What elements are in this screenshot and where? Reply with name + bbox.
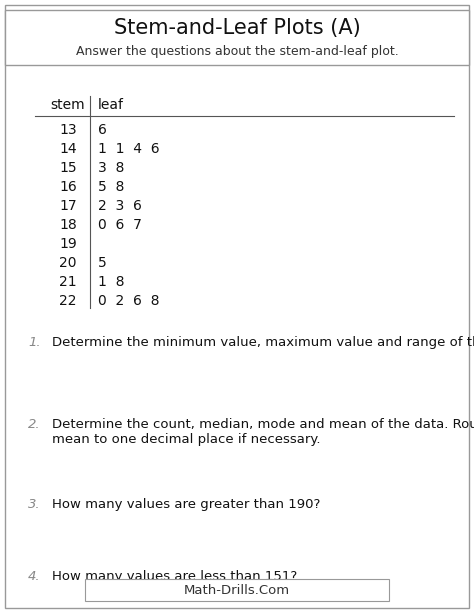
FancyBboxPatch shape	[85, 579, 389, 601]
Text: 16: 16	[59, 180, 77, 194]
Text: Determine the count, median, mode and mean of the data. Round the
mean to one de: Determine the count, median, mode and me…	[52, 419, 474, 446]
Text: Answer the questions about the stem-and-leaf plot.: Answer the questions about the stem-and-…	[76, 45, 398, 58]
Text: 3  8: 3 8	[98, 161, 124, 175]
Text: 4.: 4.	[28, 571, 41, 584]
Text: 5: 5	[98, 256, 107, 270]
Text: 6: 6	[98, 123, 107, 137]
Text: 0  6  7: 0 6 7	[98, 218, 142, 232]
Text: 21: 21	[59, 275, 77, 289]
Text: Determine the minimum value, maximum value and range of the data.: Determine the minimum value, maximum val…	[52, 337, 474, 349]
FancyBboxPatch shape	[5, 5, 469, 608]
Text: 2  3  6: 2 3 6	[98, 199, 142, 213]
Text: 14: 14	[59, 142, 77, 156]
Text: stem: stem	[51, 98, 85, 112]
Text: 2.: 2.	[28, 419, 41, 432]
Text: 19: 19	[59, 237, 77, 251]
Text: 13: 13	[59, 123, 77, 137]
Text: Stem-and-Leaf Plots (A): Stem-and-Leaf Plots (A)	[114, 18, 360, 38]
Text: How many values are less than 151?: How many values are less than 151?	[52, 571, 297, 584]
Text: 3.: 3.	[28, 498, 41, 511]
FancyBboxPatch shape	[5, 10, 469, 65]
Text: 5  8: 5 8	[98, 180, 124, 194]
Text: 17: 17	[59, 199, 77, 213]
Text: 1  8: 1 8	[98, 275, 125, 289]
Text: How many values are greater than 190?: How many values are greater than 190?	[52, 498, 320, 511]
Text: 0  2  6  8: 0 2 6 8	[98, 294, 159, 308]
Text: 1  1  4  6: 1 1 4 6	[98, 142, 160, 156]
Text: leaf: leaf	[98, 98, 124, 112]
Text: 1.: 1.	[28, 337, 41, 349]
Text: Math-Drills.Com: Math-Drills.Com	[184, 584, 290, 596]
Text: 15: 15	[59, 161, 77, 175]
Text: 22: 22	[59, 294, 77, 308]
Text: 18: 18	[59, 218, 77, 232]
Text: 20: 20	[59, 256, 77, 270]
